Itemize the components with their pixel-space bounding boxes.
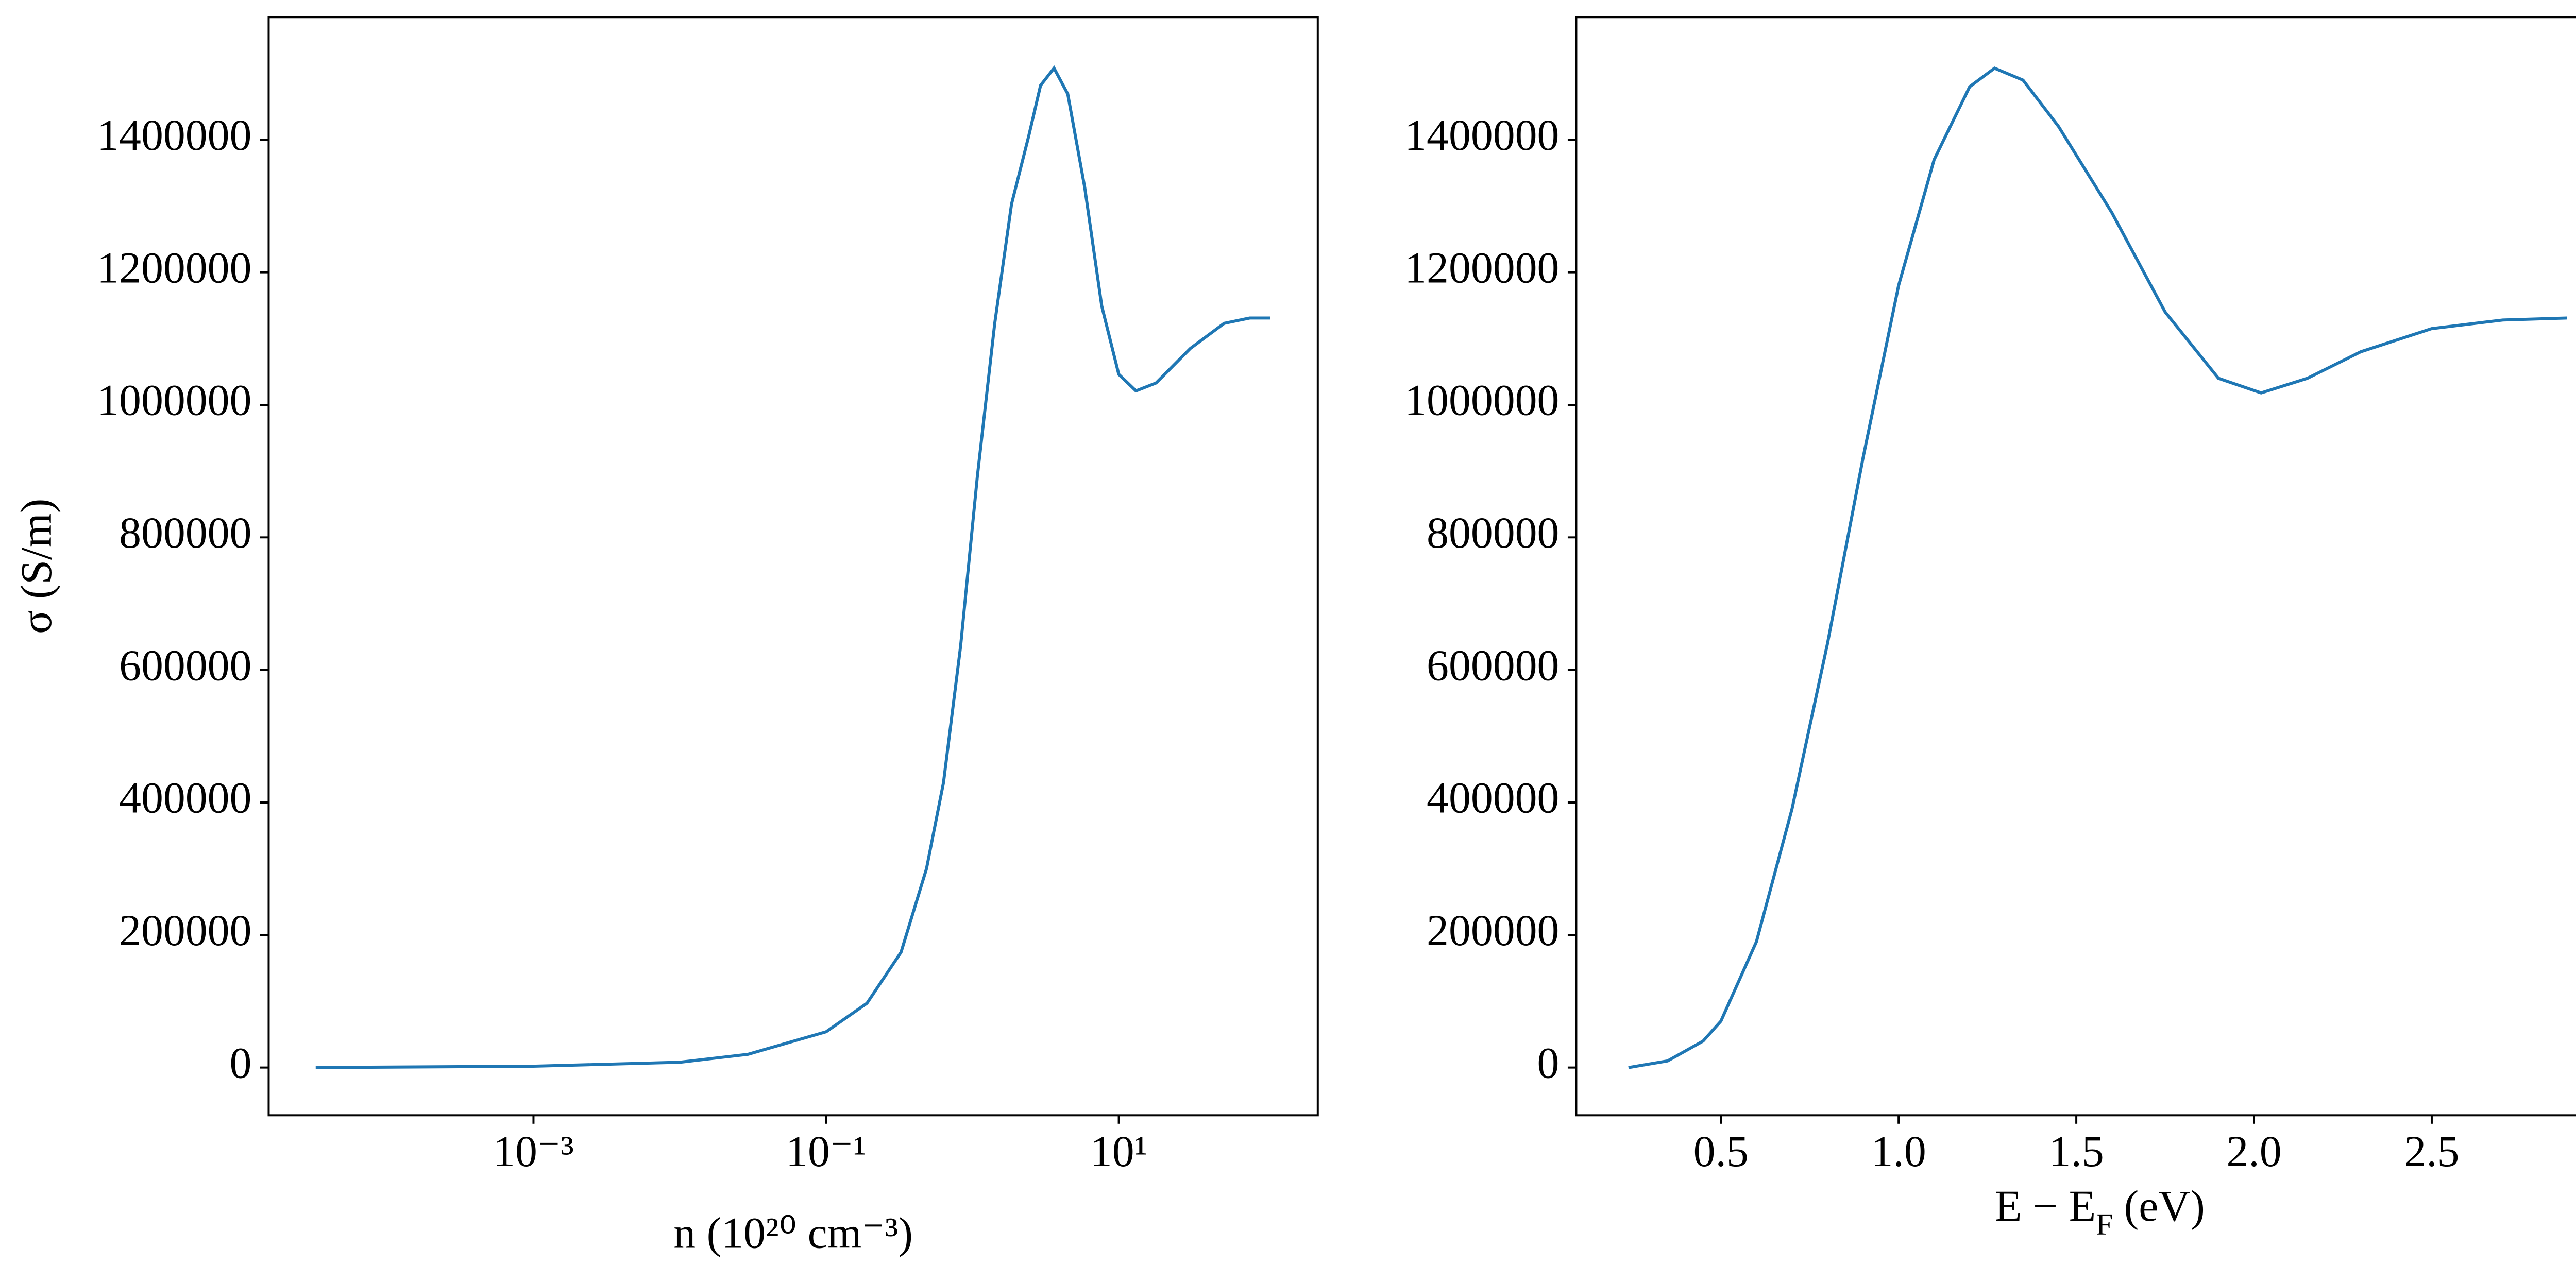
y-tick-label: 1400000 bbox=[1404, 111, 1559, 160]
x-tick-label: 10⁻¹ bbox=[786, 1127, 867, 1176]
x-tick-label: 2.0 bbox=[2226, 1127, 2281, 1176]
y-axis-label: σ (S/m) bbox=[12, 499, 61, 634]
y-tick-label: 0 bbox=[230, 1038, 252, 1087]
y-tick-label: 200000 bbox=[1427, 906, 1559, 955]
subplot: 0 200000 400000 600000 800000 1000000 1200000 1… bbox=[12, 16, 1319, 1258]
y-tick-label: 600000 bbox=[1427, 641, 1559, 690]
y-tick-label: 1200000 bbox=[97, 243, 251, 292]
x-tick-label: 1.0 bbox=[1871, 1127, 1926, 1176]
data-line bbox=[1628, 66, 2567, 1069]
y-tick-label: 600000 bbox=[119, 641, 251, 690]
y-tick-label: 200000 bbox=[119, 906, 251, 955]
y-tick-label: 1000000 bbox=[97, 376, 251, 425]
x-axis-label: n (10²⁰ cm⁻³) bbox=[673, 1209, 913, 1258]
y-tick-label: 1200000 bbox=[1404, 243, 1559, 292]
x-tick-label: 10⁻³ bbox=[493, 1127, 574, 1176]
x-axis-label-part: (eV) bbox=[2113, 1182, 2205, 1230]
y-tick-label: 1400000 bbox=[97, 111, 251, 160]
y-tick-label: 400000 bbox=[119, 774, 251, 823]
data-line bbox=[315, 65, 1270, 1069]
y-tick-label: 0 bbox=[1537, 1038, 1560, 1087]
x-axis-label-part: F bbox=[2096, 1207, 2113, 1241]
y-tick-label: 400000 bbox=[1427, 774, 1559, 823]
y-tick-label: 1000000 bbox=[1404, 376, 1559, 425]
x-tick-label: 1.5 bbox=[2048, 1127, 2104, 1176]
x-axis-label-part: E − E bbox=[1995, 1182, 2096, 1230]
plot-frame bbox=[1575, 16, 2576, 1117]
x-tick-label: 2.5 bbox=[2404, 1127, 2459, 1176]
plot-frame bbox=[267, 16, 1319, 1117]
y-tick-label: 800000 bbox=[1427, 508, 1559, 557]
x-tick-label: 10¹ bbox=[1090, 1127, 1148, 1176]
subplot: 0 200000 400000 600000 800000 1000000 1200000 1… bbox=[1404, 16, 2576, 1241]
x-axis-label: E − EF (eV) bbox=[1995, 1182, 2205, 1241]
y-tick-label: 800000 bbox=[119, 508, 251, 557]
x-tick-label: 0.5 bbox=[1693, 1127, 1749, 1176]
